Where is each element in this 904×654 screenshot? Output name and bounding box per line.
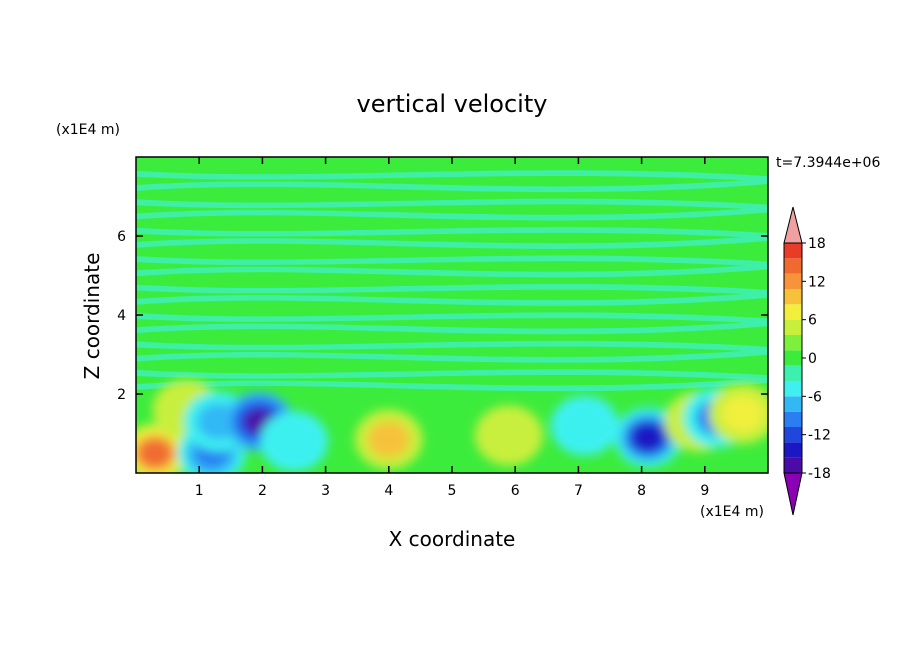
wave-band-layer	[136, 170, 768, 392]
velocity-cell	[550, 395, 619, 456]
colorbar-segment	[784, 335, 802, 351]
colorbar-tick-label: -12	[808, 428, 831, 444]
velocity-cell	[140, 441, 170, 466]
colorbar-segment	[784, 289, 802, 305]
x-tick-label: 1	[195, 483, 204, 499]
colorbar-segment	[784, 273, 802, 289]
velocity-cell	[474, 405, 543, 466]
colorbar: 18 12 6 0 -6 -12 -18	[783, 206, 831, 516]
x-tick-label: 4	[384, 483, 393, 499]
wave-band	[136, 312, 768, 324]
colorbar-tick-label: 12	[808, 274, 826, 290]
y-tick-label: 2	[117, 387, 126, 403]
wave-band	[136, 227, 768, 239]
x-unit-label: (x1E4 m)	[700, 504, 764, 520]
x-tick-label: 7	[574, 483, 583, 499]
colorbar-segment	[784, 381, 802, 397]
x-tick-label: 2	[258, 483, 267, 499]
wave-band	[136, 178, 768, 193]
colorbar-segment	[784, 350, 802, 366]
wave-band	[136, 198, 768, 211]
wave-band	[136, 283, 768, 296]
wave-band	[136, 206, 768, 221]
colorbar-segment	[784, 319, 802, 335]
colorbar-tick-label: -18	[808, 466, 831, 482]
colorbar-segment	[784, 243, 802, 259]
y-axis: 2 4 6	[117, 229, 768, 403]
x-tick-label: 8	[637, 483, 646, 499]
colorbar-segment	[784, 411, 802, 427]
colorbar-tick-label: 0	[808, 351, 817, 367]
colorbar-segment	[784, 442, 802, 458]
colorbar-segment	[784, 427, 802, 443]
colorbar-segment	[784, 258, 802, 274]
colorbar-min-arrow	[783, 472, 803, 516]
colorbar-segment	[784, 304, 802, 320]
x-tick-label: 6	[511, 483, 520, 499]
colorbar-tick-label: 18	[808, 236, 826, 252]
y-tick-label: 6	[117, 229, 126, 245]
plot-area	[136, 157, 768, 473]
x-tick-label: 3	[321, 483, 330, 499]
wave-band	[136, 369, 768, 381]
time-label: t=7.3944e+06	[776, 155, 880, 171]
y-tick-label: 4	[117, 308, 126, 324]
velocity-cell	[260, 411, 328, 472]
y-unit-label: (x1E4 m)	[56, 122, 120, 138]
wave-band	[136, 377, 768, 392]
wave-band	[136, 349, 768, 363]
velocity-cell	[721, 395, 764, 432]
velocity-cell-layer	[136, 379, 768, 473]
velocity-cell	[633, 425, 663, 450]
chart-title: vertical velocity	[357, 90, 548, 118]
x-tick-label: 5	[448, 483, 457, 499]
colorbar-segment	[784, 457, 802, 473]
wave-band	[136, 235, 768, 249]
colorbar-segment	[784, 365, 802, 381]
colorbar-tick-label: -6	[808, 389, 822, 405]
wave-band	[136, 340, 768, 353]
colorbar-segment	[784, 396, 802, 412]
colorbar-max-arrow	[783, 206, 803, 244]
wave-band	[136, 320, 768, 335]
x-axis: 1 2 3 4 5 6 7 8 9	[195, 157, 709, 499]
velocity-cell	[367, 421, 410, 458]
wave-band	[136, 255, 768, 268]
wave-band	[136, 292, 768, 306]
wave-band	[136, 170, 768, 182]
colorbar-tick-label: 6	[808, 313, 817, 329]
x-axis-label: X coordinate	[389, 527, 516, 551]
wave-band	[136, 263, 768, 278]
y-axis-label: Z coordinate	[80, 253, 104, 380]
x-tick-label: 9	[700, 483, 709, 499]
